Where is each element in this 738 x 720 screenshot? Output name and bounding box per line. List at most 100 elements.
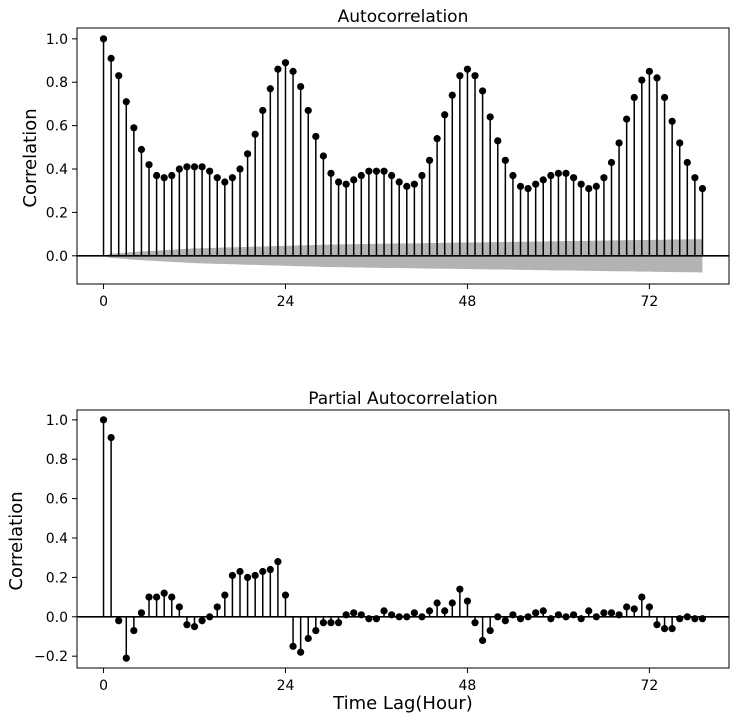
acf-stem-marker bbox=[501, 156, 509, 164]
pacf-stem-marker bbox=[509, 611, 517, 619]
acf-stem-marker bbox=[660, 93, 669, 102]
acf-stem-marker bbox=[418, 171, 426, 180]
acf-stem-marker bbox=[569, 174, 578, 182]
pacf-chart: Partial Autocorrelation Correlation Time… bbox=[6, 389, 730, 714]
acf-stem-marker bbox=[115, 72, 123, 80]
pacf-stem-marker bbox=[448, 599, 456, 607]
acf-x-tick-label: 72 bbox=[640, 294, 658, 310]
pacf-stem-marker bbox=[585, 607, 593, 615]
acf-stem-marker bbox=[319, 152, 327, 160]
pacf-stem-marker bbox=[213, 603, 221, 611]
pacf-stem-marker bbox=[691, 615, 699, 623]
pacf-stem-marker bbox=[357, 611, 365, 619]
acf-y-tick-label: 1.0 bbox=[46, 32, 68, 48]
acf-stem-marker bbox=[516, 182, 525, 190]
acf-stem-marker bbox=[562, 169, 570, 177]
acf-stem-marker bbox=[638, 76, 646, 84]
acf-y-tick-label: 0.0 bbox=[46, 249, 68, 265]
pacf-stem-marker bbox=[638, 593, 646, 601]
pacf-stem-marker bbox=[107, 433, 115, 442]
pacf-stem-marker bbox=[365, 615, 373, 623]
pacf-stem-marker bbox=[228, 571, 237, 580]
acf-x-tick-label: 0 bbox=[99, 294, 108, 310]
acf-stem-marker bbox=[372, 167, 381, 175]
acf-stem-marker bbox=[312, 132, 320, 141]
pacf-stem-marker bbox=[137, 609, 146, 617]
acf-stem-marker bbox=[183, 163, 191, 171]
pacf-stem-marker bbox=[183, 621, 191, 629]
acf-stem-marker bbox=[243, 150, 252, 158]
pacf-stem-marker bbox=[312, 626, 320, 635]
pacf-stem-marker bbox=[115, 617, 123, 625]
acf-stem-marker bbox=[190, 163, 199, 171]
acf-stem-marker bbox=[486, 113, 494, 121]
pacf-stem-marker bbox=[479, 636, 487, 645]
pacf-stem-marker bbox=[281, 591, 290, 599]
acf-stem-marker bbox=[509, 171, 517, 180]
acf-y-tick-label: 0.2 bbox=[46, 205, 68, 221]
pacf-stem-marker bbox=[698, 615, 707, 623]
acf-x-tick-label: 24 bbox=[277, 294, 295, 310]
acf-ylabel: Correlation bbox=[20, 108, 41, 207]
pacf-stem-marker bbox=[683, 613, 691, 621]
pacf-stem-marker bbox=[562, 613, 570, 621]
acf-stem-marker bbox=[524, 184, 532, 193]
acf-stem-marker bbox=[607, 158, 616, 167]
pacf-stem-marker bbox=[532, 609, 540, 617]
acf-stem-marker bbox=[334, 178, 343, 186]
acf-stem-marker bbox=[365, 167, 373, 175]
acf-stem-marker bbox=[153, 171, 161, 180]
pacf-stem-marker bbox=[153, 593, 161, 601]
acf-stem-marker bbox=[304, 106, 312, 115]
acf-stem-marker bbox=[494, 137, 502, 145]
pacf-stem-marker bbox=[168, 593, 176, 601]
acf-stem-marker bbox=[539, 176, 547, 184]
acf-y-tick-label: 0.4 bbox=[46, 162, 68, 178]
pacf-x-ticks: 0 24 48 72 bbox=[99, 668, 658, 694]
acf-stem-marker bbox=[448, 91, 456, 99]
acf-stem-marker bbox=[425, 156, 434, 164]
acf-stem-marker bbox=[259, 106, 267, 115]
acf-stem-marker bbox=[630, 93, 638, 102]
pacf-stem-marker bbox=[653, 621, 661, 629]
pacf-stem-marker bbox=[516, 615, 525, 623]
acf-stem-marker bbox=[433, 135, 441, 143]
pacf-stem-marker bbox=[630, 605, 638, 613]
acf-x-ticks: 0 24 48 72 bbox=[99, 284, 658, 310]
pacf-x-tick-label: 48 bbox=[459, 678, 477, 694]
pacf-stem-marker bbox=[547, 615, 555, 623]
pacf-stem-marker bbox=[289, 642, 297, 650]
acf-stem-marker bbox=[236, 165, 244, 173]
acf-stem-marker bbox=[471, 72, 479, 80]
acf-stems bbox=[77, 35, 729, 257]
acf-stem-marker bbox=[342, 180, 350, 188]
pacf-y-tick-label: 0.0 bbox=[46, 610, 68, 626]
pacf-stem-marker bbox=[494, 613, 502, 621]
pacf-stem-marker bbox=[554, 611, 563, 619]
pacf-stem-marker bbox=[433, 599, 441, 607]
acf-stem-marker bbox=[107, 54, 115, 62]
acf-stem-marker bbox=[266, 85, 274, 93]
pacf-stem-marker bbox=[380, 607, 388, 615]
acf-stem-marker bbox=[395, 178, 403, 186]
acf-y-ticks: 0.0 0.2 0.4 0.6 0.8 1.0 bbox=[46, 32, 77, 265]
acf-stem-marker bbox=[683, 158, 691, 167]
pacf-stem-marker bbox=[334, 619, 343, 627]
pacf-stem-marker bbox=[425, 607, 434, 615]
pacf-stem-marker bbox=[342, 611, 350, 619]
pacf-y-tick-label: 1.0 bbox=[46, 413, 68, 429]
acf-stem-marker bbox=[281, 59, 290, 67]
pacf-stem-marker bbox=[524, 613, 532, 621]
pacf-stem-marker bbox=[615, 611, 623, 619]
acf-axes-frame bbox=[76, 27, 730, 285]
acf-stem-marker bbox=[691, 174, 699, 182]
pacf-stem-marker bbox=[122, 654, 130, 662]
acf-x-tick-label: 48 bbox=[459, 294, 477, 310]
pacf-stem-marker bbox=[266, 565, 274, 574]
pacf-stem-marker bbox=[327, 619, 335, 627]
acf-stem-marker bbox=[221, 178, 229, 186]
pacf-stem-marker bbox=[486, 626, 494, 635]
acf-stem-marker bbox=[585, 184, 593, 193]
acf-stem-marker bbox=[145, 161, 153, 169]
